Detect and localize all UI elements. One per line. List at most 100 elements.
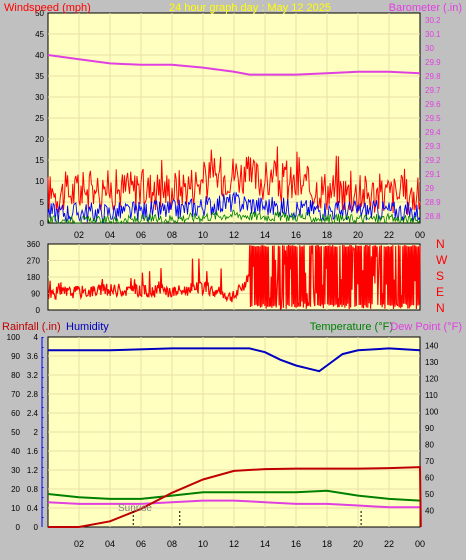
lower-time-tick-label: 14	[260, 539, 270, 549]
barometer-axis-label: Barometer (.in)	[389, 2, 462, 14]
humidity-tick-label: 50	[11, 428, 20, 437]
windspeed-tick-label: 50	[35, 9, 44, 18]
barometer-tick-label: 29.8	[425, 72, 441, 81]
wind-time-tick-label: 06	[136, 230, 146, 240]
barometer-tick-label: 29.9	[425, 58, 441, 67]
humidity-tick-label: 80	[11, 371, 20, 380]
temperature-line	[47, 489, 421, 502]
lower-time-ticks: 02 04 06 08 10 12 14 16 18 20 22 00	[74, 539, 425, 549]
lower-time-tick-label: 00	[415, 539, 425, 549]
direction-degree-tick-label: 180	[27, 273, 41, 282]
lower-plot-grid	[48, 337, 420, 527]
windspeed-tick-label: 45	[35, 30, 44, 39]
rainfall-tick-label: 0	[34, 523, 39, 532]
direction-degree-tick-label: 360	[27, 240, 41, 249]
temperature-tick-label: 60	[425, 473, 434, 482]
wind-time-tick-label: 14	[260, 230, 270, 240]
lower-time-tick-label: 16	[291, 539, 301, 549]
wind-time-tick-label: 18	[322, 230, 332, 240]
direction-degree-ticks: 0 90 180 270 360	[27, 240, 41, 315]
humidity-tick-label: 30	[11, 466, 20, 475]
direction-degree-tick-label: 270	[27, 257, 41, 266]
rainfall-tick-label: 3.2	[27, 371, 39, 380]
rainfall-tick-label: 3.6	[27, 352, 39, 361]
humidity-tick-label: 0	[16, 523, 21, 532]
wind-time-tick-label: 10	[198, 230, 208, 240]
rainfall-tick-label: 2.4	[27, 409, 39, 418]
humidity-axis-label: Humidity	[66, 321, 109, 333]
wind-series	[47, 146, 421, 225]
barometer-tick-label: 29	[425, 184, 434, 193]
barometer-ticks: 28.8 28.9 29 29.1 29.2 29.3 29.4 29.5 29.6 29.7 29…	[425, 16, 441, 221]
windspeed-tick-label: 20	[35, 135, 44, 144]
barometer-tick-label: 28.8	[425, 212, 441, 221]
compass-label: S	[436, 269, 444, 283]
rainfall-tick-label: 0.8	[27, 485, 39, 494]
lower-time-tick-label: 18	[322, 539, 332, 549]
lower-time-tick-label: 12	[229, 539, 239, 549]
rainfall-tick-label: 4	[34, 333, 39, 342]
lower-time-tick-label: 06	[136, 539, 146, 549]
rainfall-tick-label: 0.4	[27, 504, 39, 513]
lower-time-tick-label: 04	[105, 539, 115, 549]
temperature-tick-label: 70	[425, 457, 434, 466]
temperature-axis-label: Temperature (°F)	[310, 321, 393, 333]
event-markers	[132, 511, 362, 527]
wind-time-tick-label: 22	[384, 230, 394, 240]
sunrise-label: Sunrise	[118, 503, 152, 514]
temperature-tick-label: 40	[425, 506, 434, 515]
windspeed-tick-label: 25	[35, 114, 44, 123]
temperature-ticks: 40 50 60 70 80 90 100 110 120 130 140	[425, 341, 439, 515]
humidity-tick-label: 90	[11, 352, 20, 361]
windspeed-tick-label: 0	[40, 219, 45, 228]
wind-time-tick-label: 16	[291, 230, 301, 240]
temperature-tick-label: 140	[425, 341, 439, 350]
rainfall-tick-label: 2	[34, 428, 39, 437]
barometer-tick-label: 29.3	[425, 142, 441, 151]
humidity-tick-label: 70	[11, 390, 20, 399]
rainfall-axis-label: Rainfall (.in)	[2, 321, 61, 333]
lower-time-tick-label: 20	[353, 539, 363, 549]
wind-gust-trace	[47, 146, 421, 216]
temperature-tick-label: 80	[425, 440, 434, 449]
wind-time-tick-label: 08	[167, 230, 177, 240]
wind-low-trace	[47, 209, 421, 225]
humidity-tick-label: 60	[11, 409, 20, 418]
wind-plot-grid	[48, 13, 420, 223]
temperature-tick-label: 120	[425, 374, 439, 383]
wind-average-trace	[47, 191, 421, 224]
wind-time-tick-label: 02	[74, 230, 84, 240]
barometer-tick-label: 28.9	[425, 198, 441, 207]
wind-time-ticks: 02 04 06 08 10 12 14 16 18 20 22 00	[74, 230, 425, 240]
temperature-tick-label: 90	[425, 424, 434, 433]
windspeed-axis-label: Windspeed (mph)	[4, 2, 91, 14]
temperature-tick-label: 100	[425, 407, 439, 416]
lower-time-tick-label: 08	[167, 539, 177, 549]
direction-trace	[47, 244, 421, 310]
wind-time-tick-label: 12	[229, 230, 239, 240]
wind-time-tick-label: 00	[415, 230, 425, 240]
windspeed-ticks: 0 5 10 15 20 25 30 35 40 45 50	[35, 9, 44, 228]
humidity-tick-label: 100	[7, 333, 21, 342]
rainfall-tick-label: 1.2	[27, 466, 39, 475]
rainfall-line	[48, 466, 422, 528]
direction-series	[47, 244, 421, 310]
barometer-tick-label: 29.6	[425, 100, 441, 109]
windspeed-tick-label: 15	[35, 156, 44, 165]
humidity-line	[48, 347, 421, 373]
temperature-tick-label: 130	[425, 358, 439, 367]
windspeed-tick-label: 30	[35, 93, 44, 102]
dewpoint-line	[47, 499, 420, 509]
barometer-tick-label: 30.2	[425, 16, 441, 25]
compass-label: N	[436, 301, 445, 315]
humidity-tick-label: 40	[11, 447, 20, 456]
rainfall-tick-label: 1.6	[27, 447, 39, 456]
barometer-tick-label: 29.7	[425, 86, 441, 95]
barometer-tick-label: 29.2	[425, 156, 441, 165]
windspeed-tick-label: 10	[35, 177, 44, 186]
rainfall-tick-label: 2.8	[27, 390, 39, 399]
direction-degree-tick-label: 90	[31, 290, 40, 299]
